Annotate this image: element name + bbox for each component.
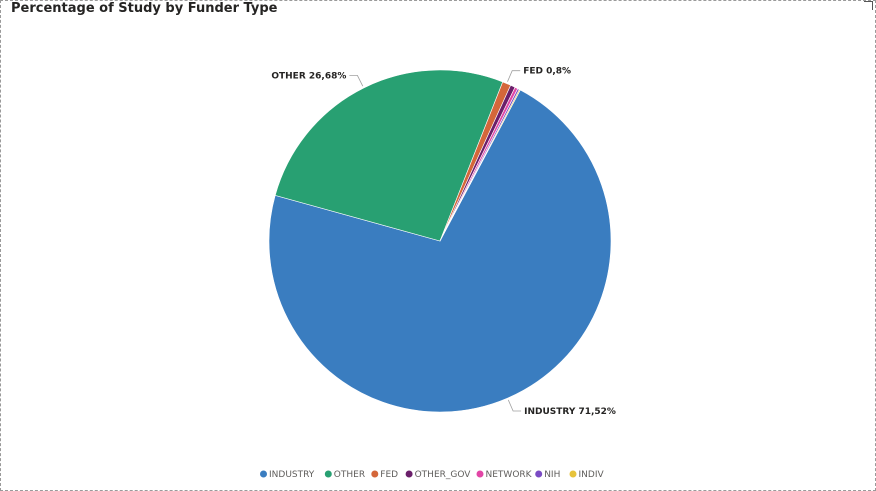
legend-marker-icon	[535, 470, 543, 478]
legend-label: OTHER	[334, 470, 365, 480]
data-label-fed: FED 0,8%	[523, 67, 571, 77]
legend-item-indiv[interactable]: INDIV	[569, 470, 605, 480]
pie-slice-other[interactable]	[274, 69, 504, 242]
legend-item-network[interactable]: NETWORK	[476, 470, 533, 480]
legend-marker-icon	[405, 470, 413, 478]
legend-item-other-gov[interactable]: OTHER_GOV	[405, 470, 472, 480]
legend-item-other[interactable]: OTHER	[324, 470, 365, 480]
legend-item-industry[interactable]: INDUSTRY	[260, 470, 315, 480]
leader-line-fed	[507, 70, 521, 82]
legend-label: NIH	[544, 470, 560, 480]
pie-slice-industry[interactable]	[268, 89, 612, 413]
pie-slice-indiv[interactable]	[439, 89, 521, 242]
legend-item-nih[interactable]: NIH	[535, 470, 560, 480]
data-label-other: OTHER 26,68%	[271, 71, 346, 81]
legend-marker-icon	[371, 470, 379, 478]
data-label-industry: INDUSTRY 71,52%	[524, 407, 616, 417]
leader-line-other	[349, 75, 364, 87]
legend-label: FED	[380, 470, 398, 480]
legend-label: NETWORK	[486, 470, 533, 480]
legend-label: OTHER_GOV	[415, 470, 472, 480]
legend-marker-icon	[260, 470, 267, 478]
legend-item-fed[interactable]: FED	[371, 470, 398, 480]
focus-corner-icon	[864, 1, 873, 10]
legend-label: INDIV	[579, 470, 605, 480]
legend-marker-icon	[476, 470, 484, 478]
chart-title: Percentage of Study by Funder Type	[11, 1, 278, 16]
legend-marker-icon	[569, 470, 577, 478]
leader-line-industry	[507, 399, 522, 412]
legend-marker-icon	[324, 470, 332, 478]
legend-label: INDUSTRY	[269, 470, 315, 480]
